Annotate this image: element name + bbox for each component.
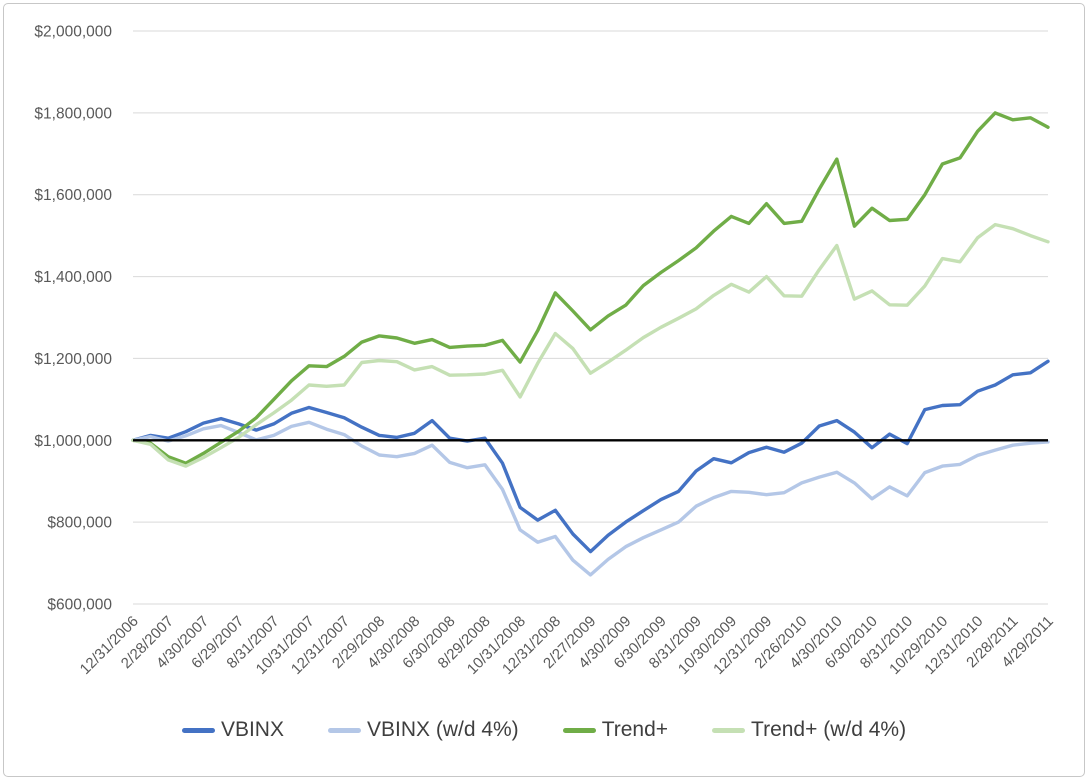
legend-item-trend-w-d-4: Trend+ (w/d 4%) (712, 718, 906, 742)
y-axis: $600,000 $800,000 $1,000,000 $1,200,000 $1,4… (34, 24, 112, 614)
legend-label: VBINX (220, 718, 284, 741)
series-line-vbinx (131, 359, 1050, 554)
legend-swatch-icon (181, 727, 215, 733)
series-line-trend-w-d-4 (131, 222, 1050, 468)
series-line-trend (131, 111, 1050, 465)
legend-label: Trend+ (w/d 4%) (751, 718, 907, 741)
x-axis: 12/31/20062/28/20074/30/20076/29/20078/3… (77, 613, 1057, 678)
y-tick-label: $1,800,000 (34, 105, 112, 122)
y-tick-label: $2,000,000 (34, 24, 112, 41)
legend-swatch-icon (712, 727, 746, 733)
legend-item-vbinx: VBINX (181, 718, 284, 742)
legend-swatch-icon (327, 727, 361, 733)
y-tick-label: $1,400,000 (34, 269, 112, 286)
y-tick-label: $1,200,000 (34, 351, 112, 368)
legend-swatch-icon (562, 727, 596, 733)
series-line-vbinx-w-d-4 (131, 420, 1050, 577)
gridlines (133, 30, 1048, 605)
legend-item-trend: Trend+ (562, 718, 669, 742)
y-tick-label: $600,000 (47, 597, 112, 614)
y-tick-label: $1,000,000 (34, 433, 112, 450)
y-tick-label: $1,600,000 (34, 187, 112, 204)
y-tick-label: $800,000 (47, 515, 112, 532)
plot-area (131, 111, 1050, 577)
legend: VBINX VBINX (w/d 4%) Trend+ Trend+ (w/d 4%) (0, 704, 1088, 756)
legend-label: Trend+ (601, 718, 669, 741)
chart-outer-border (3, 3, 1085, 777)
legend-label: VBINX (w/d 4%) (366, 718, 519, 741)
legend-item-vbinx-w-d-4: VBINX (w/d 4%) (327, 718, 519, 742)
